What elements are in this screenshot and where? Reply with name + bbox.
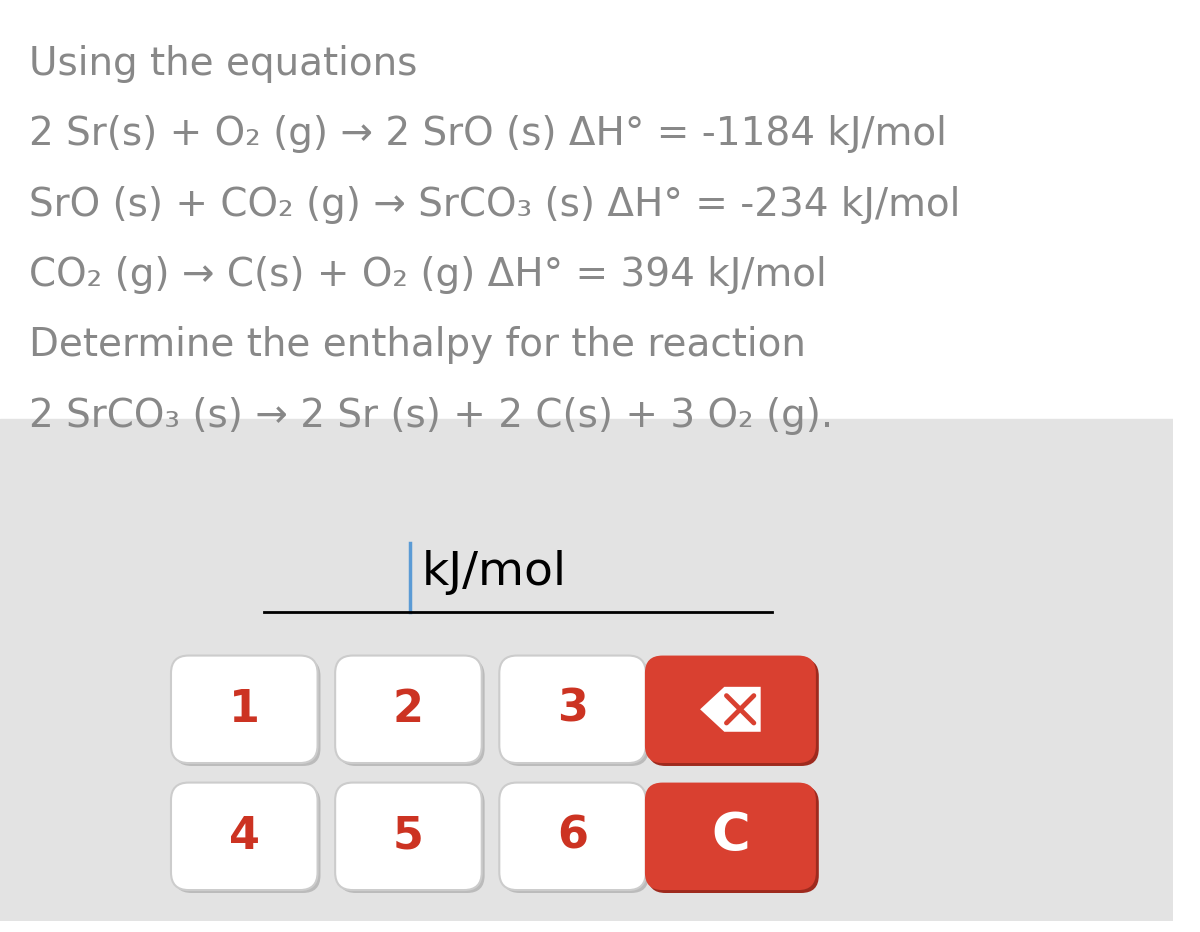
FancyBboxPatch shape	[338, 786, 485, 893]
Text: C: C	[712, 810, 750, 862]
Text: 2: 2	[392, 688, 424, 731]
FancyBboxPatch shape	[648, 786, 818, 893]
Text: 2 SrCO₃ (s) → 2 Sr (s) + 2 C(s) + 3 O₂ (g).: 2 SrCO₃ (s) → 2 Sr (s) + 2 C(s) + 3 O₂ (…	[29, 397, 834, 434]
FancyBboxPatch shape	[335, 655, 481, 763]
Text: Determine the enthalpy for the reaction: Determine the enthalpy for the reaction	[29, 326, 806, 364]
FancyBboxPatch shape	[174, 659, 320, 766]
FancyBboxPatch shape	[338, 659, 485, 766]
Text: kJ/mol: kJ/mol	[422, 550, 568, 595]
Text: 1: 1	[229, 688, 259, 731]
FancyBboxPatch shape	[503, 786, 649, 893]
Text: Using the equations: Using the equations	[29, 45, 418, 83]
Text: SrO (s) + CO₂ (g) → SrCO₃ (s) ΔH° = -234 kJ/mol: SrO (s) + CO₂ (g) → SrCO₃ (s) ΔH° = -234…	[29, 185, 961, 224]
Polygon shape	[700, 687, 761, 732]
Text: 6: 6	[557, 815, 588, 857]
FancyBboxPatch shape	[170, 783, 318, 890]
FancyBboxPatch shape	[170, 655, 318, 763]
FancyBboxPatch shape	[648, 659, 818, 766]
Text: 3: 3	[557, 688, 588, 731]
Text: 4: 4	[229, 815, 259, 857]
FancyBboxPatch shape	[499, 655, 646, 763]
FancyBboxPatch shape	[503, 659, 649, 766]
FancyBboxPatch shape	[644, 655, 816, 763]
Bar	[0, 418, 1172, 922]
FancyBboxPatch shape	[174, 786, 320, 893]
Text: 5: 5	[392, 815, 424, 857]
FancyBboxPatch shape	[644, 783, 816, 890]
Bar	[0, 10, 1172, 418]
Text: CO₂ (g) → C(s) + O₂ (g) ΔH° = 394 kJ/mol: CO₂ (g) → C(s) + O₂ (g) ΔH° = 394 kJ/mol	[29, 256, 827, 294]
FancyBboxPatch shape	[335, 783, 481, 890]
Text: 2 Sr(s) + O₂ (g) → 2 SrO (s) ΔH° = -1184 kJ/mol: 2 Sr(s) + O₂ (g) → 2 SrO (s) ΔH° = -1184…	[29, 116, 947, 153]
FancyBboxPatch shape	[499, 783, 646, 890]
